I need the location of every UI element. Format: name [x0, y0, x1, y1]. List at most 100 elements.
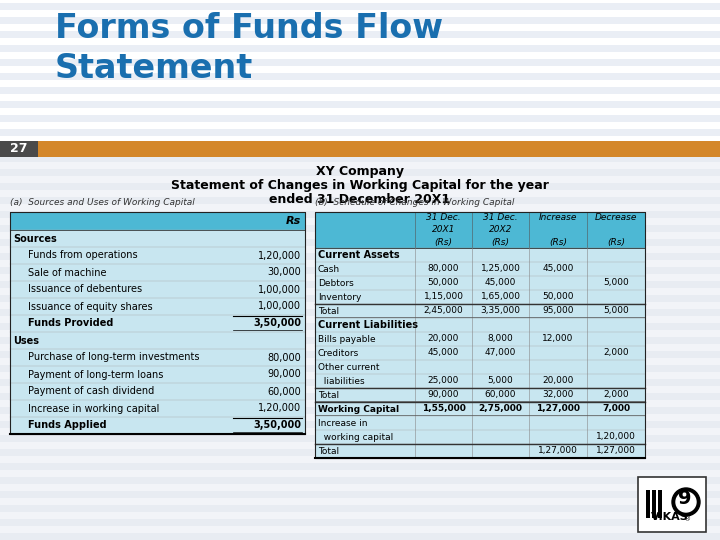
Bar	[0, 127, 720, 134]
Bar	[10, 212, 305, 434]
Text: liabilities: liabilities	[318, 376, 364, 386]
Text: Total: Total	[318, 390, 339, 400]
Bar	[0, 379, 720, 386]
Text: 1,00,000: 1,00,000	[258, 285, 301, 294]
Text: ®: ®	[685, 516, 692, 522]
Bar	[0, 157, 720, 540]
Bar	[0, 157, 720, 162]
Text: 1,55,000: 1,55,000	[422, 404, 465, 414]
Bar	[0, 169, 720, 176]
Text: Forms of Funds Flow
Statement: Forms of Funds Flow Statement	[55, 12, 443, 84]
Bar	[0, 101, 720, 108]
Bar	[0, 351, 720, 358]
Text: 32,000: 32,000	[542, 390, 574, 400]
Bar	[0, 309, 720, 316]
Text: 3,50,000: 3,50,000	[253, 421, 301, 430]
Bar	[0, 239, 720, 246]
Text: 20X1: 20X1	[432, 226, 455, 234]
Bar	[0, 491, 720, 498]
Bar	[0, 393, 720, 400]
Text: 9: 9	[678, 489, 692, 509]
Bar	[658, 490, 662, 518]
Bar	[0, 519, 720, 526]
Bar	[0, 99, 720, 106]
Bar	[0, 73, 720, 80]
Bar	[0, 253, 720, 260]
Text: 1,20,000: 1,20,000	[258, 403, 301, 414]
Text: XY Company: XY Company	[316, 165, 404, 178]
Bar	[0, 225, 720, 232]
Bar	[0, 43, 720, 50]
Bar	[0, 337, 720, 344]
Text: 2,000: 2,000	[603, 390, 629, 400]
Text: 1,20,000: 1,20,000	[258, 251, 301, 260]
Bar	[10, 230, 305, 434]
Bar	[0, 0, 720, 150]
Text: 90,000: 90,000	[428, 390, 459, 400]
Bar	[0, 309, 720, 316]
Text: Total: Total	[318, 447, 339, 456]
Text: (b)  Schedule of Changes in Working Capital: (b) Schedule of Changes in Working Capit…	[315, 198, 514, 207]
Text: 31 Dec.: 31 Dec.	[483, 213, 518, 222]
Text: 47,000: 47,000	[485, 348, 516, 357]
Bar	[0, 85, 720, 92]
Bar	[0, 17, 720, 24]
Bar	[0, 115, 720, 122]
Bar	[10, 212, 305, 230]
Text: 1,15,000: 1,15,000	[423, 293, 464, 301]
Text: 1,27,000: 1,27,000	[596, 447, 636, 456]
Text: 31 Dec.: 31 Dec.	[426, 213, 461, 222]
Text: Issuance of debentures: Issuance of debentures	[28, 285, 142, 294]
Text: 1,20,000: 1,20,000	[596, 433, 636, 442]
Text: 50,000: 50,000	[428, 279, 459, 287]
Bar	[0, 183, 720, 190]
Bar	[0, 337, 720, 344]
Bar	[0, 463, 720, 470]
Bar	[0, 407, 720, 414]
Bar	[0, 365, 720, 372]
Bar	[0, 407, 720, 414]
Text: 12,000: 12,000	[542, 334, 574, 343]
Text: Increase in: Increase in	[318, 418, 367, 428]
Bar	[0, 295, 720, 302]
Text: 27: 27	[10, 143, 28, 156]
Text: 60,000: 60,000	[267, 387, 301, 396]
Bar	[0, 197, 720, 204]
Bar	[315, 212, 645, 458]
Bar	[0, 141, 720, 157]
Bar	[0, 421, 720, 428]
Bar	[0, 141, 720, 148]
Text: (a)  Sources and Uses of Working Capital: (a) Sources and Uses of Working Capital	[10, 198, 194, 207]
Bar	[315, 248, 645, 458]
Bar	[0, 379, 720, 386]
Text: 20X2: 20X2	[489, 226, 512, 234]
Bar	[0, 113, 720, 120]
Bar	[0, 1, 720, 8]
Text: Total: Total	[318, 307, 339, 315]
Text: 45,000: 45,000	[542, 265, 574, 273]
Text: 5,000: 5,000	[487, 376, 513, 386]
Bar	[0, 519, 720, 526]
Text: Issuance of equity shares: Issuance of equity shares	[28, 301, 153, 312]
Bar	[0, 435, 720, 442]
Text: 5,000: 5,000	[603, 307, 629, 315]
Text: Creditors: Creditors	[318, 348, 359, 357]
Bar	[0, 281, 720, 288]
Text: 25,000: 25,000	[428, 376, 459, 386]
Circle shape	[676, 492, 696, 512]
Circle shape	[672, 488, 700, 516]
Text: Funds Provided: Funds Provided	[28, 319, 113, 328]
Text: 5,000: 5,000	[603, 279, 629, 287]
Bar	[0, 45, 720, 52]
Bar	[0, 211, 720, 218]
Text: 30,000: 30,000	[267, 267, 301, 278]
Text: Inventory: Inventory	[318, 293, 361, 301]
Bar	[0, 351, 720, 358]
Bar	[0, 29, 720, 36]
Text: 45,000: 45,000	[428, 348, 459, 357]
Bar	[0, 59, 720, 66]
Bar	[0, 129, 720, 136]
Bar	[0, 365, 720, 372]
Bar	[0, 477, 720, 484]
Bar	[0, 393, 720, 400]
